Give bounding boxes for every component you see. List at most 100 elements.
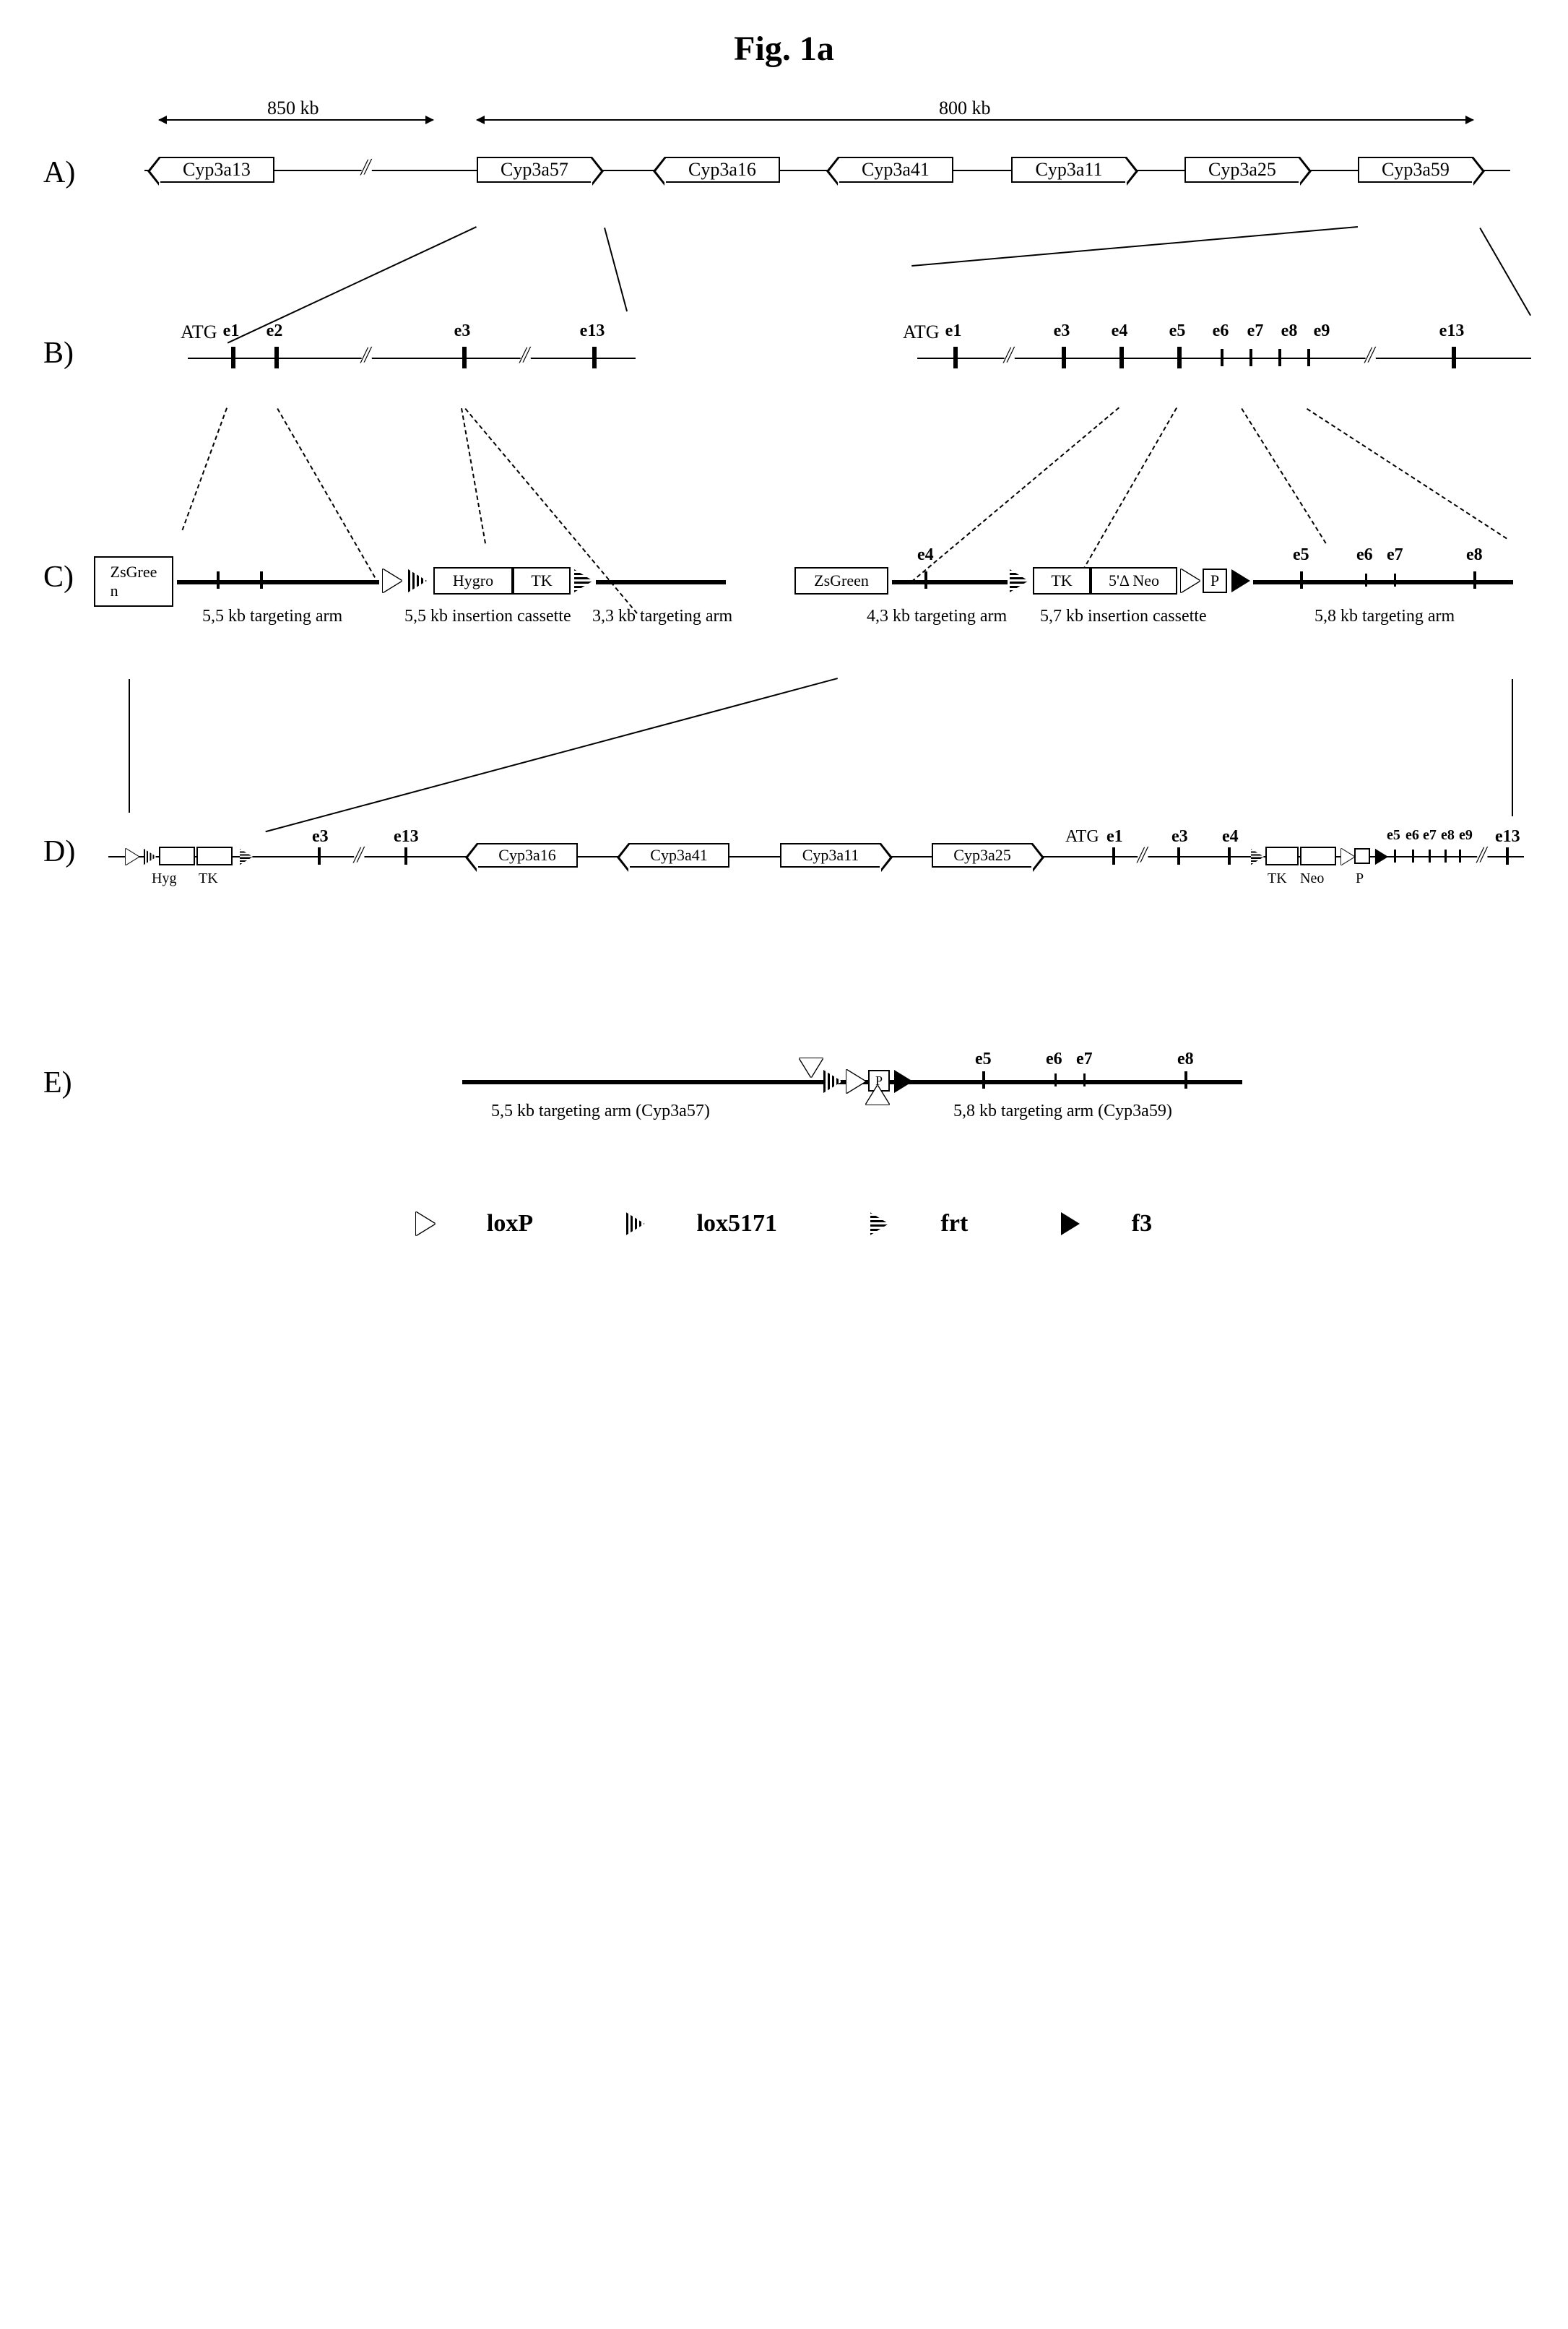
lox5171-icon	[626, 1212, 645, 1235]
tick	[1394, 850, 1396, 863]
loxp-icon	[1181, 569, 1200, 592]
d-e3: e3	[312, 827, 329, 847]
frt-icon	[240, 849, 253, 865]
tick	[1429, 850, 1431, 863]
tk-box-d	[196, 847, 233, 865]
d-r-e6: e6	[1405, 827, 1419, 844]
break: ⁄⁄	[1135, 842, 1150, 868]
gene-label: Cyp3a16	[688, 159, 756, 181]
panel-e-label: E)	[43, 1066, 72, 1100]
exon-line-right: ATG e1 ⁄⁄ e3 e4 e5 e6 e7 e8 e9 ⁄⁄ e13	[917, 358, 1531, 359]
exon-label: e4	[1112, 321, 1128, 341]
cassette-right-label: 5,7 kb insertion cassette	[1040, 607, 1207, 626]
e-e7: e7	[1076, 1050, 1093, 1069]
panel-d: D) Hyg TK e3 ⁄⁄ e13 Cyp3a16 Cyp3a41 Cyp3…	[14, 762, 1554, 979]
arm3-left	[596, 580, 726, 584]
gene-cyp3a13: Cyp3a13	[159, 157, 274, 183]
p-box: P	[1203, 569, 1227, 593]
d-r-e9: e9	[1459, 827, 1473, 844]
d-r-e1: e1	[1106, 827, 1123, 847]
scale-left: 850 kb	[267, 98, 319, 119]
tick	[982, 1071, 985, 1089]
exon-tick	[274, 347, 279, 368]
exon-label: e13	[580, 321, 605, 341]
exon-tick	[1307, 349, 1310, 366]
hyg-box-d	[159, 847, 195, 865]
tk-box: TK	[513, 567, 571, 595]
neo-box: 5'Δ Neo	[1091, 567, 1177, 595]
f3-icon	[894, 1070, 913, 1093]
tk-label-d: TK	[199, 870, 218, 887]
gene-label: Cyp3a57	[501, 159, 568, 181]
d-r-e5: e5	[1387, 827, 1400, 844]
exon-label: e7	[1247, 321, 1264, 341]
cassette-left-label: 5,5 kb insertion cassette	[404, 607, 571, 626]
tick	[1444, 850, 1447, 863]
tick	[1412, 850, 1414, 863]
exon-tick	[231, 347, 235, 368]
tick	[1112, 847, 1115, 865]
frt-icon	[574, 569, 593, 592]
break-mark: ⁄⁄	[359, 155, 373, 181]
gene-cyp3a41: Cyp3a41	[838, 157, 953, 183]
legend-label: frt	[941, 1210, 969, 1237]
p-label-d: P	[1356, 870, 1364, 887]
tick	[217, 571, 220, 589]
panel-c: C) ZsGree n Hygro TK 5,5 kb targeting ar…	[14, 488, 1554, 719]
tick	[1506, 847, 1509, 865]
exon-tick	[1062, 347, 1066, 368]
d-r-e13: e13	[1495, 827, 1520, 847]
gene-cyp3a57: Cyp3a57	[477, 157, 592, 183]
break: ⁄⁄	[352, 842, 366, 868]
arm5-left-label: 5,5 kb targeting arm	[202, 607, 342, 626]
exon-line-left: ATG e1 e2 ⁄⁄ e3 ⁄⁄ e13	[188, 358, 636, 359]
break: ⁄⁄	[518, 342, 532, 368]
exon-label: e5	[1169, 321, 1186, 341]
p-box-d	[1354, 848, 1370, 864]
legend-loxp: loxP	[394, 1210, 555, 1237]
exon-label: e2	[267, 321, 283, 341]
loxp-icon	[846, 1070, 865, 1093]
tk-box-right: TK	[1033, 567, 1091, 595]
tick-e4	[924, 571, 927, 589]
neo-label: Neo	[1300, 870, 1324, 887]
loxp-icon	[383, 569, 402, 592]
tick	[1473, 571, 1476, 589]
d-r-e4: e4	[1222, 827, 1239, 847]
d-gene-41: Cyp3a41	[628, 843, 729, 868]
tick	[1177, 847, 1180, 865]
arm3-right-label: 5,8 kb targeting arm	[1314, 607, 1455, 626]
frt-icon	[1010, 569, 1028, 592]
e5-label: e5	[1293, 545, 1309, 565]
gene-label: Cyp3a11	[1036, 159, 1103, 181]
tick	[318, 847, 321, 865]
exon-label: e13	[1439, 321, 1465, 341]
tk-box-d2	[1265, 847, 1299, 865]
d-e13: e13	[394, 827, 419, 847]
panel-c-label: C)	[43, 560, 74, 595]
tick	[404, 847, 407, 865]
arm5-right-label: 4,3 kb targeting arm	[867, 607, 1007, 626]
panel-d-label: D)	[43, 834, 75, 869]
break: ⁄⁄	[1002, 342, 1016, 368]
zsgreen-box-right: ZsGreen	[794, 567, 888, 595]
exon-label: e1	[945, 321, 962, 341]
frt-icon	[1251, 849, 1264, 865]
legend-label: loxP	[487, 1210, 533, 1237]
exon-tick	[953, 347, 958, 368]
legend-frt: frt	[849, 1210, 990, 1237]
exon-tick	[462, 347, 467, 368]
e-e8: e8	[1177, 1050, 1194, 1069]
atg-d: ATG	[1065, 827, 1099, 847]
arm3-left-label: 3,3 kb targeting arm	[592, 607, 732, 626]
f3-icon	[1231, 569, 1250, 592]
legend-lox5171: lox5171	[605, 1210, 799, 1237]
exon-tick	[1221, 349, 1223, 366]
d-gene-11: Cyp3a11	[780, 843, 881, 868]
exon-label: e3	[454, 321, 471, 341]
lox5171-icon	[408, 569, 427, 592]
legend-label: f3	[1132, 1210, 1152, 1237]
legend: loxP lox5171 frt f3	[14, 1210, 1554, 1242]
hyg-label-d: Hyg	[152, 870, 176, 887]
loxp-icon	[1341, 849, 1354, 865]
